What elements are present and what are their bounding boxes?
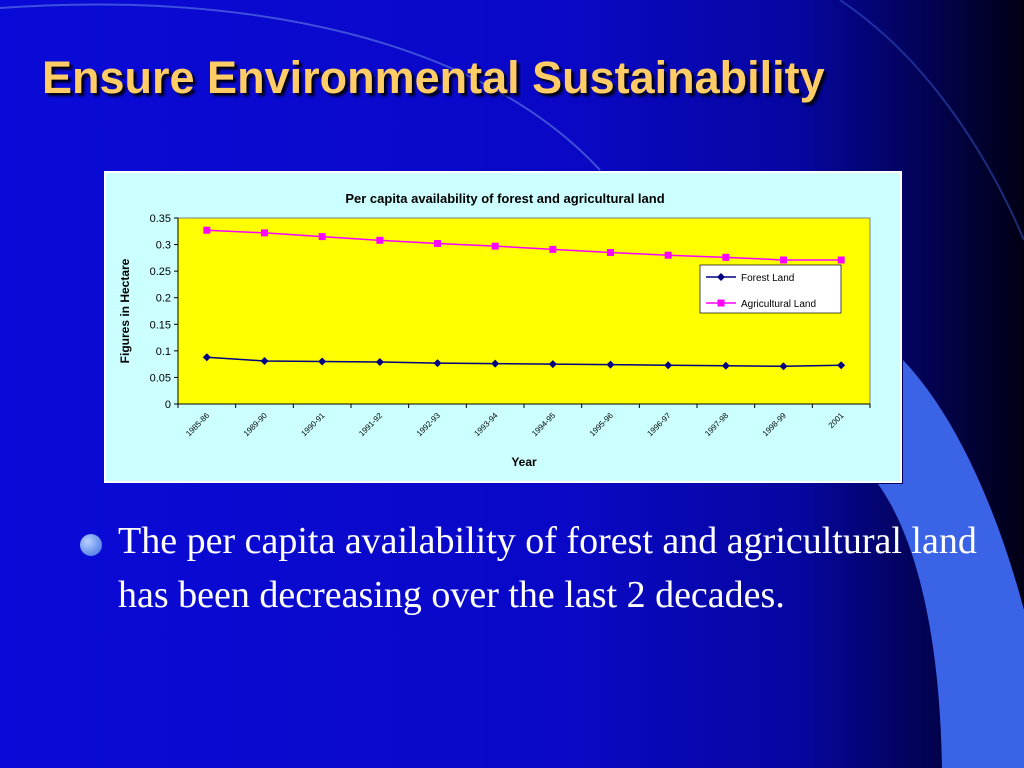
forest-land-point [548, 360, 557, 369]
legend-label: Agricultural Land [741, 299, 816, 310]
legend-marker [717, 299, 725, 307]
x-tick-label: 1991-92 [357, 411, 385, 439]
y-axis-label: Figures in Hectare [118, 258, 132, 363]
forest-land-point [491, 359, 500, 368]
forest-land-point [375, 358, 384, 367]
forest-land-point [837, 361, 846, 370]
y-tick-label: 0.3 [156, 240, 171, 252]
agricultural-land-point [837, 256, 845, 264]
x-tick-label: 1992-93 [415, 411, 443, 439]
forest-land-point [260, 356, 269, 365]
forest-land-point [664, 361, 673, 370]
forest-land-point [606, 360, 615, 369]
chart-container: Per capita availability of forest and ag… [104, 171, 902, 483]
forest-land-line [206, 356, 842, 368]
y-tick-label: 0.25 [150, 266, 171, 278]
bullet-point-icon [80, 534, 102, 556]
x-axis-label: Year [511, 455, 537, 469]
y-tick-label: 0 [165, 399, 171, 411]
agricultural-land-point [434, 240, 441, 248]
agricultural-land-point [722, 253, 730, 261]
line-chart: Per capita availability of forest and ag… [118, 191, 871, 469]
legend-label: Forest Land [741, 273, 794, 284]
x-tick-label: 1990-91 [299, 411, 327, 439]
y-tick-label: 0.05 [150, 372, 171, 384]
agricultural-land-point [664, 251, 672, 259]
agricultural-land-point [491, 242, 499, 250]
agricultural-land-point [607, 249, 614, 257]
y-tick-label: 0.15 [150, 319, 171, 331]
forest-land-point [779, 362, 788, 371]
agricultural-land-line [206, 229, 842, 261]
forest-land-point [318, 357, 327, 366]
forest-land-point [721, 361, 730, 370]
agricultural-land-point [261, 229, 268, 237]
x-tick-label: 2001 [827, 411, 846, 430]
x-tick-label: 1998-99 [761, 411, 789, 439]
x-tick-label: 1989-90 [242, 411, 270, 439]
legend-marker [717, 273, 725, 281]
forest-land-point [433, 359, 442, 368]
agricultural-land-point [376, 236, 384, 244]
x-tick-label: 1996-97 [645, 411, 673, 439]
agricultural-land-point [203, 226, 211, 234]
x-tick-label: 1993-94 [472, 411, 500, 439]
y-tick-label: 0.1 [156, 346, 171, 358]
x-tick-label: 1995-96 [588, 411, 616, 439]
forest-land-point [202, 353, 211, 362]
agricultural-land-point [780, 256, 787, 264]
bullet-text: The per capita availability of forest an… [118, 520, 977, 616]
x-tick-label: 1985-86 [184, 411, 212, 439]
y-tick-label: 0.2 [156, 293, 171, 305]
y-tick-label: 0.35 [150, 213, 171, 225]
slide-title: Ensure Environmental Sustainability [42, 52, 825, 103]
x-tick-label: 1997-98 [703, 411, 731, 439]
chart-title: Per capita availability of forest and ag… [345, 191, 664, 206]
x-tick-label: 1994-95 [530, 411, 558, 439]
agricultural-land-point [549, 245, 557, 253]
agricultural-land-point [318, 233, 326, 241]
